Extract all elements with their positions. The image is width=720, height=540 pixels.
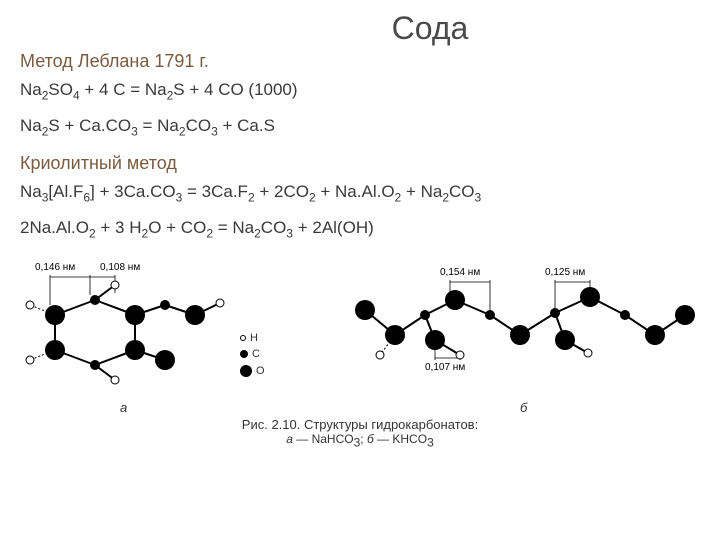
legend-o-label: O xyxy=(256,363,265,380)
atom-legend: H C O xyxy=(240,330,265,380)
caption-line1: Рис. 2.10. Структуры гидрокарбонатов: xyxy=(20,417,700,432)
legend-o-dot xyxy=(240,365,252,377)
legend-h-dot xyxy=(240,335,246,341)
equation-cryolite-2: 2Na.Al.O2 + 3 H2O + CO2 = Na2CO3 + 2Al(O… xyxy=(20,218,700,240)
figure-caption: Рис. 2.10. Структуры гидрокарбонатов: а … xyxy=(20,417,700,449)
page-title: Сода xyxy=(160,10,700,47)
dim-a2: 0,108 нм xyxy=(100,262,140,273)
equation-leblanc-2: Na2S + Ca.CO3 = Na2CO3 + Ca.S xyxy=(20,116,700,138)
legend-c-label: C xyxy=(252,346,260,363)
cryolite-heading: Криолитный метод xyxy=(20,153,700,174)
legend-h-label: H xyxy=(250,330,258,347)
molecule-b-svg: 0,154 нм 0,125 нм 0,107 нм xyxy=(350,255,700,405)
equation-leblanc-1: Na2SO4 + 4 C = Na2S + 4 CO (1000) xyxy=(20,80,700,102)
dim-a1: 0,146 нм xyxy=(35,262,75,273)
dim-b1: 0,154 нм xyxy=(440,267,480,278)
label-a: а xyxy=(120,400,127,415)
legend-c: C xyxy=(240,346,265,363)
dim-b2: 0,125 нм xyxy=(545,267,585,278)
dim-b3: 0,107 нм xyxy=(425,362,465,373)
legend-c-dot xyxy=(240,350,248,358)
label-b: б xyxy=(520,400,527,415)
caption-line2: а — NaHCO3; б — KHCO3 xyxy=(20,432,700,449)
equation-cryolite-1: Na3[Al.F6] + 3Ca.CO3 = 3Ca.F2 + 2CO2 + N… xyxy=(20,182,700,204)
legend-h: H xyxy=(240,330,265,347)
legend-o: O xyxy=(240,363,265,380)
molecule-diagram: 0,146 нм 0,108 нм xyxy=(20,255,700,455)
leblanc-heading: Метод Леблана 1791 г. xyxy=(20,51,700,72)
